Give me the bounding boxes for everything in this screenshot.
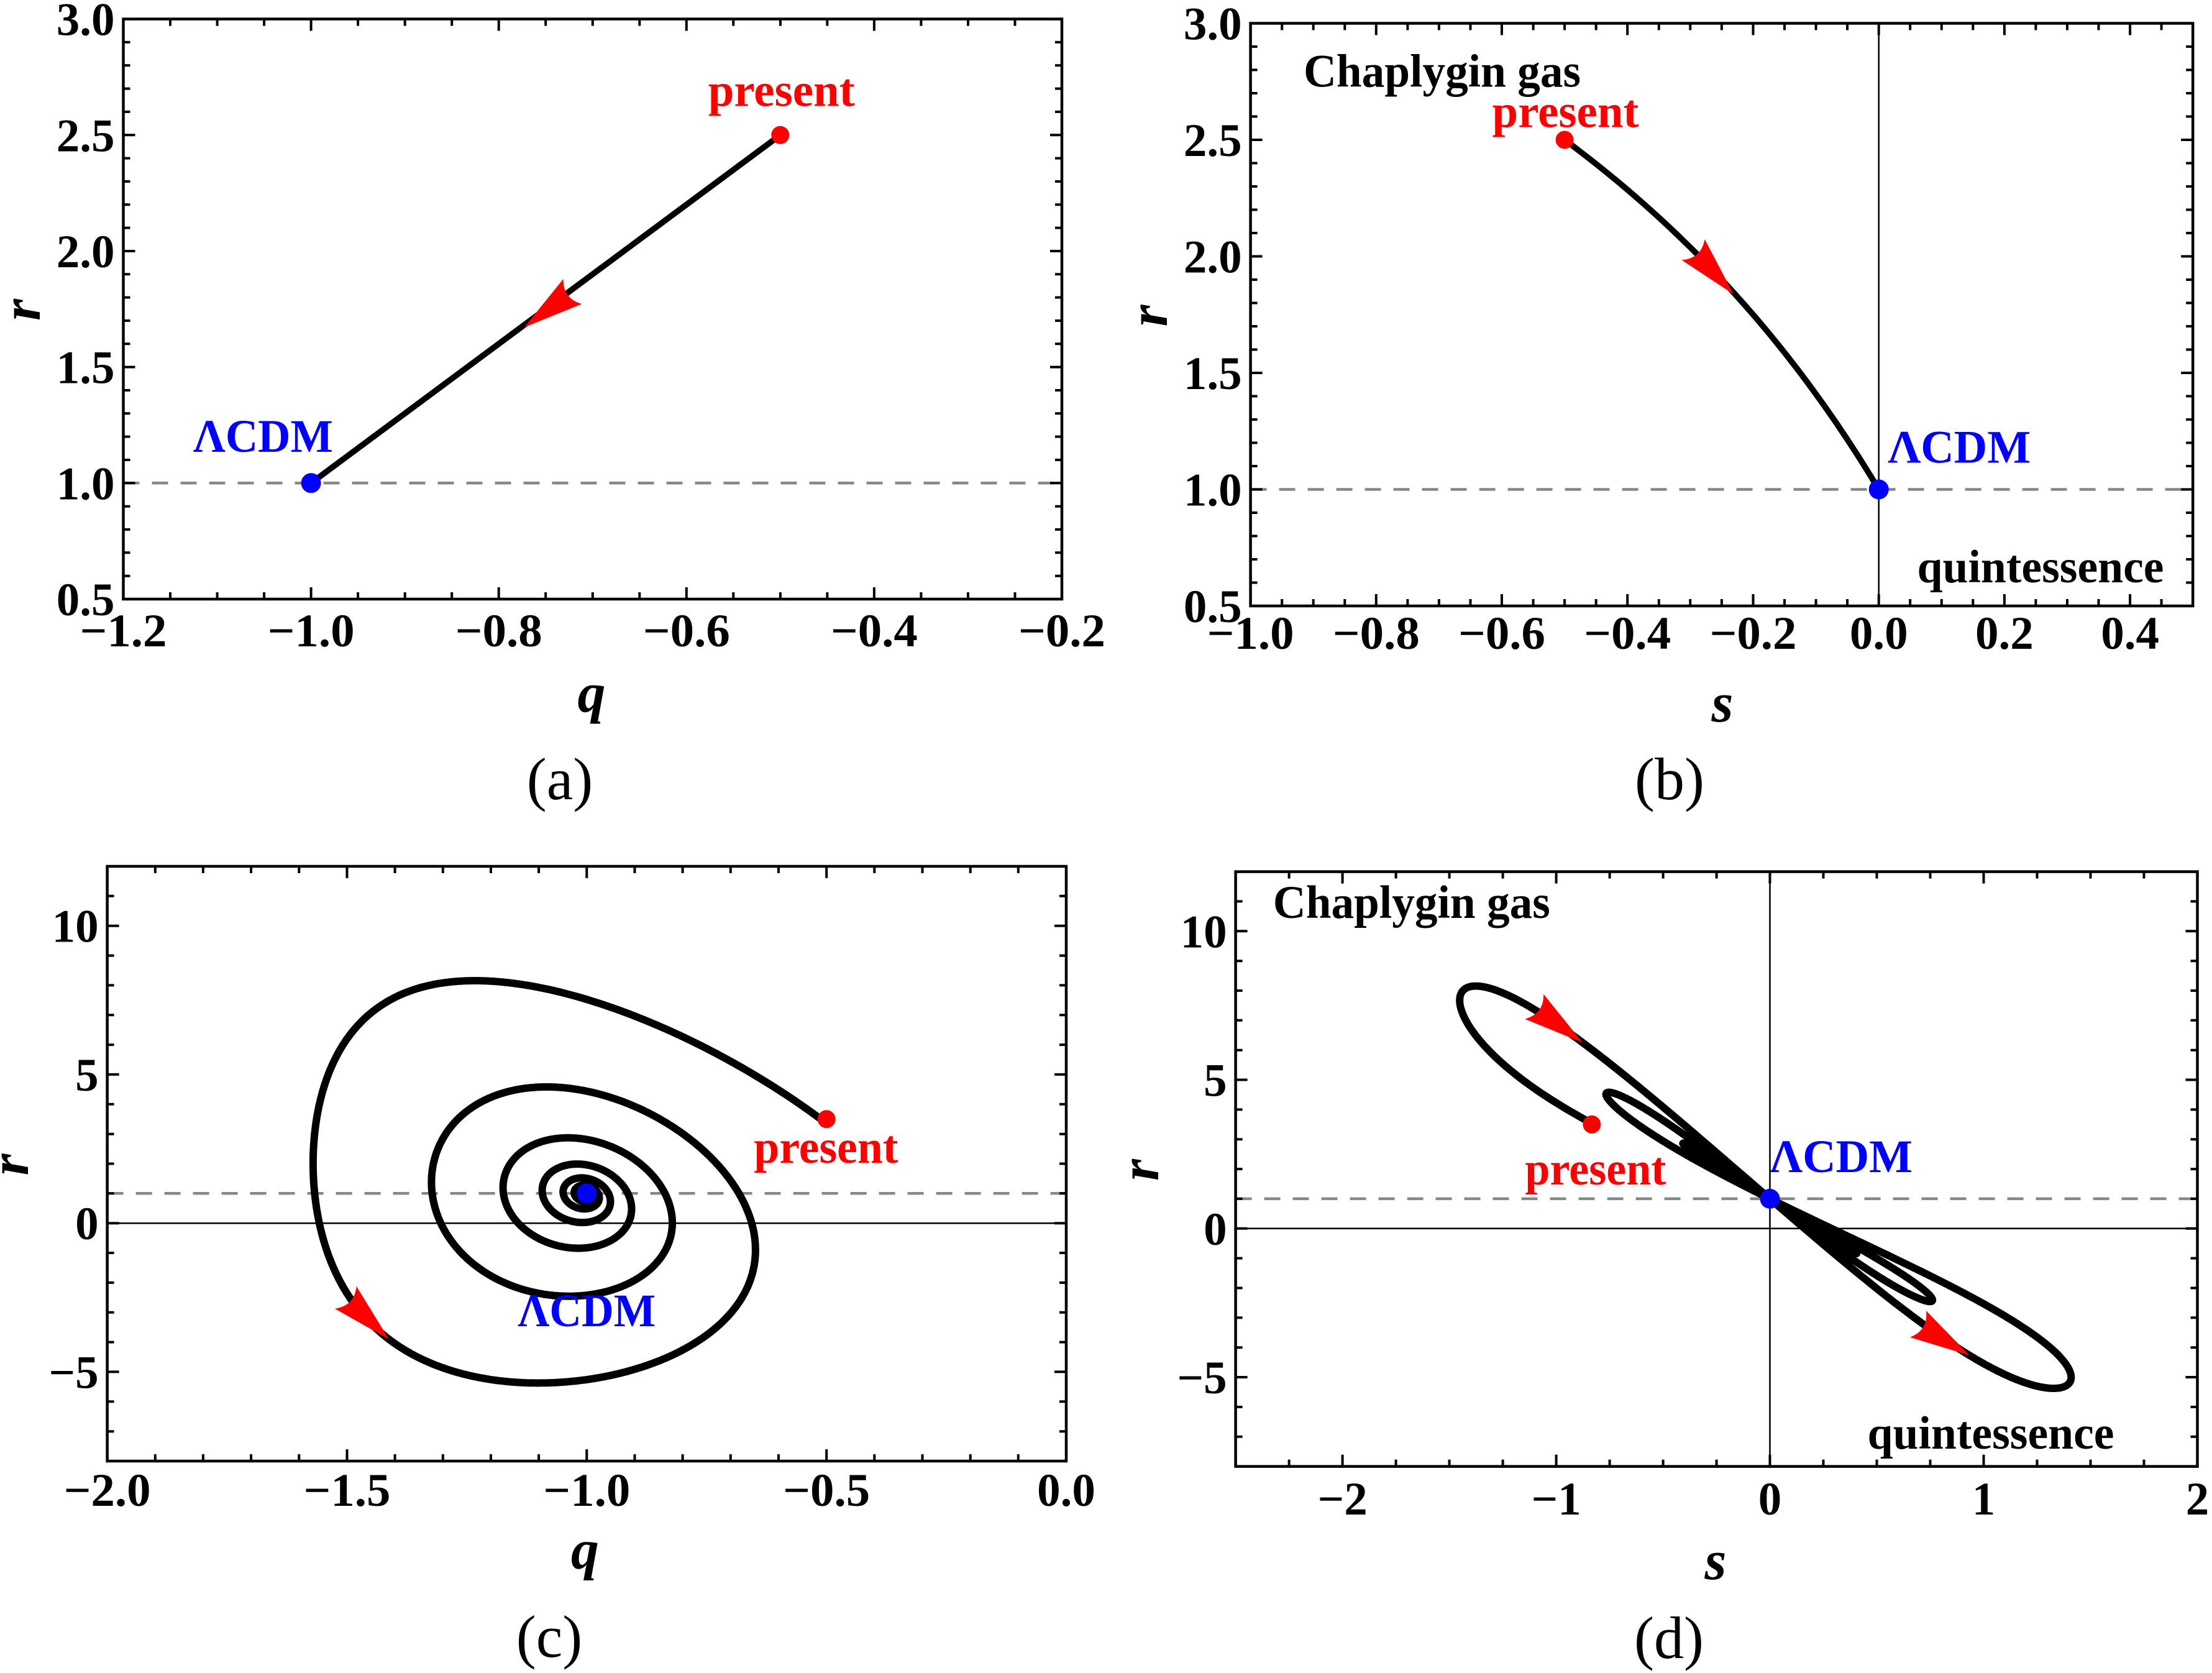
svg-text:3.0: 3.0 — [57, 0, 115, 46]
svg-text:q: q — [578, 663, 606, 725]
svg-text:−5: −5 — [1177, 1352, 1227, 1404]
svg-text:0.2: 0.2 — [1975, 608, 2034, 659]
svg-text:present: present — [1492, 86, 1639, 138]
svg-text:−1.5: −1.5 — [304, 1465, 391, 1516]
svg-text:−2.0: −2.0 — [64, 1465, 151, 1516]
svg-text:present: present — [708, 65, 855, 116]
svg-text:ΛCDM: ΛCDM — [518, 1285, 656, 1337]
svg-text:ΛCDM: ΛCDM — [193, 411, 333, 462]
svg-text:Chaplygin gas: Chaplygin gas — [1273, 877, 1550, 928]
svg-text:1: 1 — [1972, 1474, 1996, 1525]
svg-text:−1: −1 — [1531, 1474, 1581, 1525]
svg-text:r: r — [0, 1153, 40, 1176]
svg-text:0.4: 0.4 — [2101, 608, 2159, 659]
svg-text:present: present — [754, 1122, 898, 1173]
svg-text:2.0: 2.0 — [1184, 232, 1242, 283]
svg-text:10: 10 — [52, 901, 99, 953]
svg-text:0.5: 0.5 — [57, 574, 115, 626]
svg-text:−0.4: −0.4 — [1584, 608, 1671, 659]
svg-text:−1.0: −1.0 — [543, 1465, 630, 1516]
svg-text:ΛCDM: ΛCDM — [1888, 422, 2031, 474]
svg-text:1.5: 1.5 — [57, 342, 115, 394]
svg-text:ΛCDM: ΛCDM — [1770, 1131, 1913, 1183]
svg-text:0.0: 0.0 — [1850, 608, 1908, 659]
svg-text:0.0: 0.0 — [1037, 1465, 1095, 1516]
svg-text:(d): (d) — [1634, 1605, 1704, 1671]
svg-text:s: s — [1711, 672, 1733, 734]
svg-text:5: 5 — [1204, 1055, 1227, 1107]
svg-text:10: 10 — [1181, 906, 1227, 958]
svg-text:−0.6: −0.6 — [1458, 608, 1545, 659]
svg-text:0: 0 — [1204, 1204, 1227, 1255]
svg-text:3.0: 3.0 — [1184, 0, 1242, 50]
svg-text:2.5: 2.5 — [57, 110, 115, 162]
svg-text:0: 0 — [75, 1198, 99, 1250]
svg-text:r: r — [0, 298, 52, 321]
svg-text:−0.8: −0.8 — [455, 605, 542, 657]
svg-text:5: 5 — [75, 1050, 99, 1101]
svg-text:1.0: 1.0 — [57, 458, 115, 510]
svg-text:2.0: 2.0 — [57, 226, 115, 278]
svg-text:r: r — [1109, 1158, 1171, 1181]
svg-text:(c): (c) — [516, 1603, 583, 1670]
svg-text:s: s — [1704, 1530, 1726, 1592]
svg-text:2.5: 2.5 — [1184, 115, 1242, 167]
svg-text:r: r — [1118, 305, 1179, 327]
svg-text:−0.2: −0.2 — [1018, 605, 1105, 657]
svg-text:−5: −5 — [48, 1347, 98, 1398]
svg-text:0.5: 0.5 — [1184, 581, 1242, 633]
svg-text:−1.0: −1.0 — [268, 605, 355, 657]
svg-text:(a): (a) — [527, 746, 593, 812]
svg-text:0: 0 — [1758, 1474, 1782, 1525]
svg-text:1.0: 1.0 — [1184, 465, 1242, 516]
svg-text:−1.0: −1.0 — [1207, 608, 1294, 659]
svg-text:q: q — [571, 1519, 599, 1581]
svg-text:−1.2: −1.2 — [80, 605, 167, 657]
svg-text:−0.8: −0.8 — [1333, 608, 1420, 659]
svg-text:−2: −2 — [1317, 1474, 1367, 1525]
svg-text:Chaplygin gas: Chaplygin gas — [1304, 45, 1581, 97]
svg-text:−0.2: −0.2 — [1710, 608, 1797, 659]
svg-text:(b): (b) — [1635, 746, 1704, 812]
svg-text:2: 2 — [2186, 1474, 2210, 1525]
svg-text:−0.4: −0.4 — [831, 605, 918, 657]
svg-text:present: present — [1525, 1144, 1666, 1195]
svg-text:quintessence: quintessence — [1868, 1408, 2114, 1459]
svg-text:−0.6: −0.6 — [643, 605, 730, 657]
svg-text:−0.5: −0.5 — [783, 1465, 870, 1516]
svg-text:quintessence: quintessence — [1917, 541, 2164, 593]
svg-text:1.5: 1.5 — [1184, 348, 1242, 400]
